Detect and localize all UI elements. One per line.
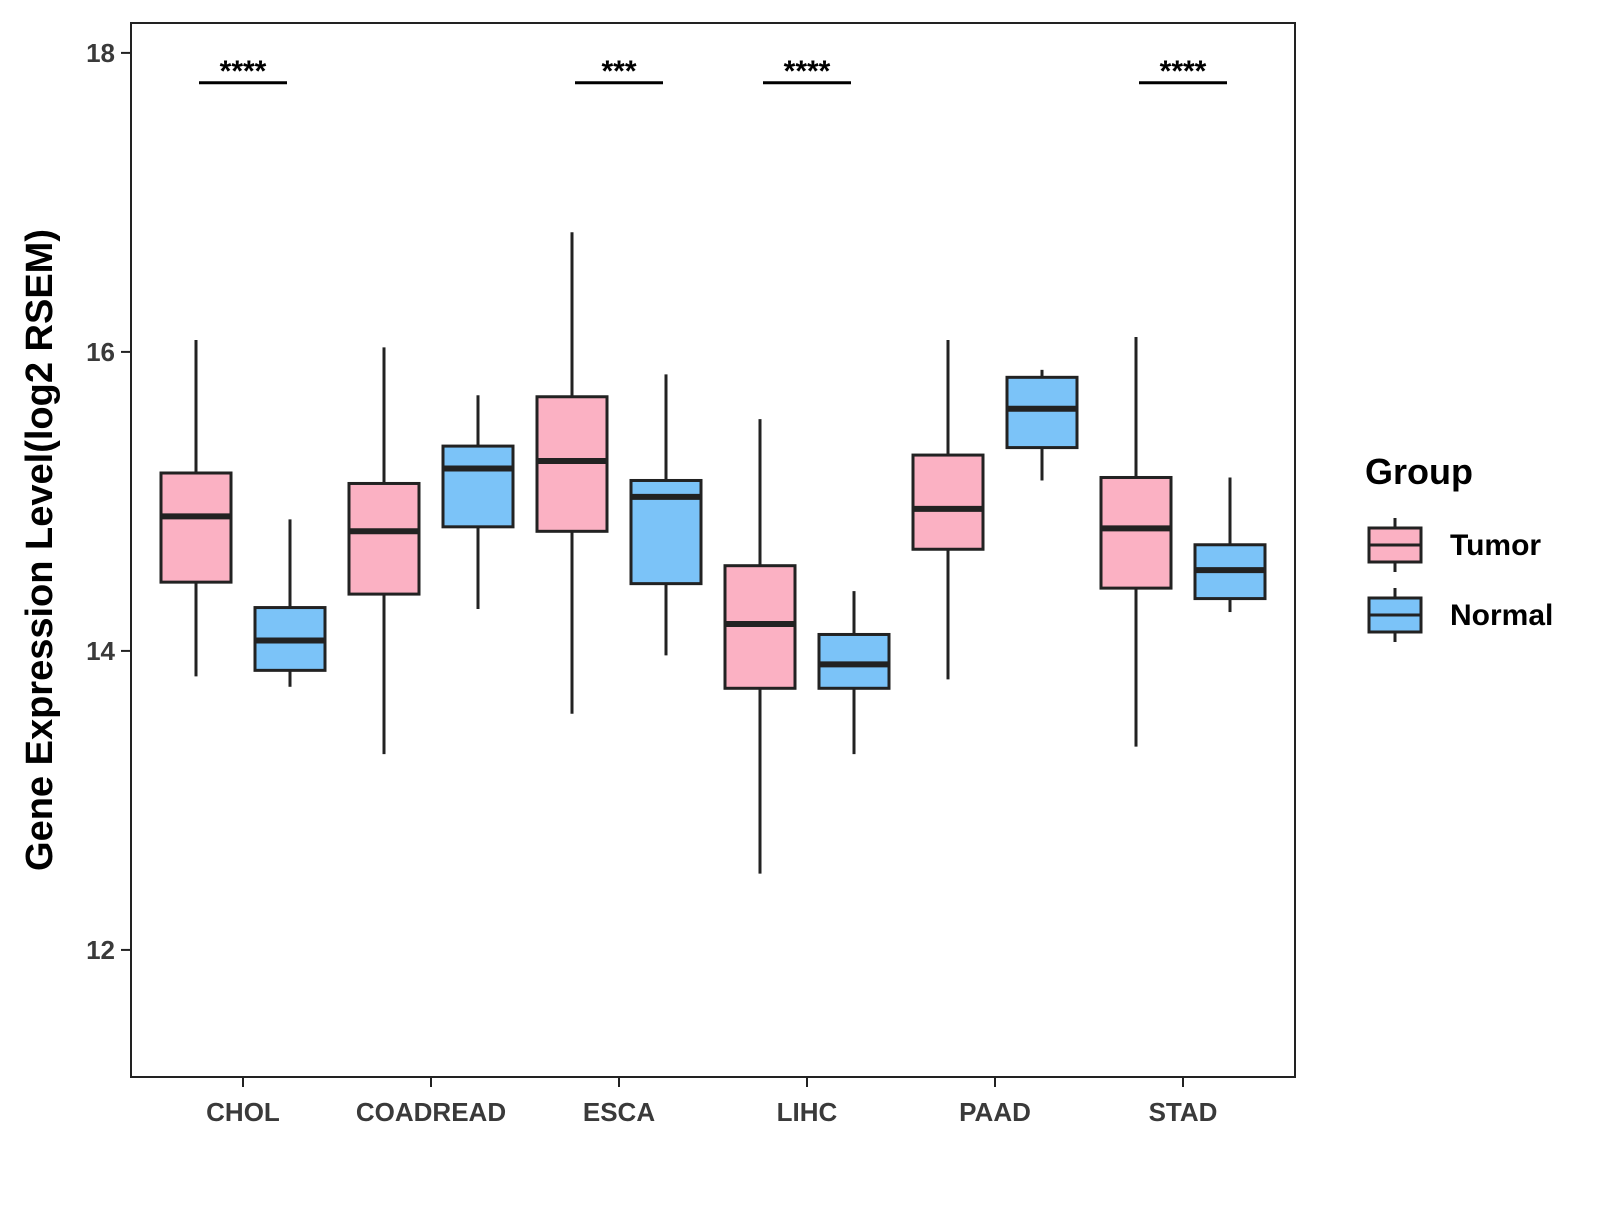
legend-title: Group [1365,451,1473,492]
x-tick-label: CHOL [206,1097,280,1127]
legend-label: Normal [1450,599,1553,632]
significance-lihc: **** [763,55,851,88]
box-series [159,232,1267,874]
significance-annotations: **** *** **** **** [199,55,1227,88]
significance-label: **** [1160,55,1207,88]
x-tick-label: ESCA [583,1097,655,1127]
box-body [1099,475,1173,590]
box-normal-stad [1193,477,1267,613]
x-tick-label: LIHC [777,1097,838,1127]
legend: Group Tumor Normal [1365,451,1553,642]
box-tumor-lihc [723,419,797,874]
y-tick-label: 12 [86,935,115,965]
box-normal-coadread [441,395,515,610]
box-tumor-stad [1099,336,1173,747]
box-body [347,481,421,596]
y-tick-label: 14 [86,636,115,666]
significance-label: **** [784,55,831,88]
box-body [911,453,985,551]
x-axis: CHOL COADREAD ESCA LIHC PAAD STAD [206,1077,1217,1127]
y-tick-label: 18 [86,38,115,68]
significance-esca: *** [575,55,663,88]
legend-entry-tumor: Tumor [1367,518,1541,572]
significance-chol: **** [199,55,287,88]
box-body [159,471,233,584]
box-tumor-paad [911,339,985,680]
box-normal-chol [253,519,327,687]
y-axis: 12 14 16 18 [86,38,131,965]
y-tick-label: 16 [86,337,115,367]
box-body [441,444,515,529]
box-normal-paad [1005,369,1079,481]
x-tick-label: PAAD [959,1097,1031,1127]
box-tumor-coadread [347,347,421,755]
significance-label: *** [601,55,636,88]
box-normal-lihc [817,591,891,755]
box-tumor-chol [159,339,233,677]
box-body [1005,375,1079,450]
legend-label: Tumor [1450,529,1541,562]
x-tick-label: STAD [1149,1097,1218,1127]
y-axis-title: Gene Expression Level(log2 RSEM) [19,229,61,871]
box-tumor-esca [535,232,609,714]
significance-label: **** [220,55,267,88]
x-tick-label: COADREAD [356,1097,506,1127]
legend-entry-normal: Normal [1367,588,1553,642]
plot-panel-border [130,22,1296,1078]
box-normal-esca [629,374,703,656]
significance-stad: **** [1139,55,1227,88]
